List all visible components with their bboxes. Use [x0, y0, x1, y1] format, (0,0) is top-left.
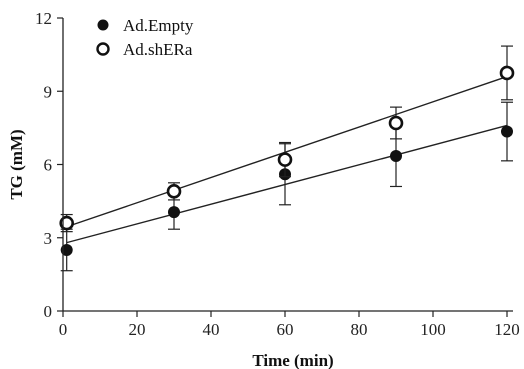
fit-line: [66, 124, 508, 244]
data-point: [277, 152, 293, 167]
x-tick-label: 20: [129, 320, 146, 339]
x-tick-label: 40: [203, 320, 220, 339]
data-point: [60, 243, 73, 256]
x-tick-label: 120: [494, 320, 520, 339]
legend: Ad.Empty Ad.shERa: [96, 16, 194, 59]
plot-area: [59, 45, 515, 272]
legend-marker: [96, 42, 110, 56]
data-point: [388, 115, 404, 131]
data-point: [499, 65, 515, 81]
y-tick-label: 0: [44, 302, 53, 321]
data-point: [390, 149, 402, 162]
legend-label: Ad.shERa: [123, 40, 193, 59]
fit-line: [66, 75, 508, 228]
y-tick-label: 9: [44, 82, 53, 101]
series-0: [60, 101, 513, 272]
legend-label: Ad.Empty: [123, 16, 194, 35]
x-tick-label: 100: [420, 320, 446, 339]
data-point: [168, 206, 180, 219]
x-tick-label: 0: [59, 320, 68, 339]
y-tick-label: 12: [35, 9, 52, 28]
x-axis-title: Time (min): [252, 351, 333, 369]
data-point: [166, 184, 182, 199]
y-tick-label: 3: [44, 229, 53, 248]
data-point: [501, 125, 513, 138]
x-tick-label: 60: [277, 320, 294, 339]
x-tick-label: 80: [351, 320, 368, 339]
legend-marker: [97, 19, 109, 31]
y-axis-title: TG (mM): [7, 129, 26, 199]
y-tick-label: 6: [44, 156, 53, 175]
data-point: [59, 215, 74, 231]
series-1: [59, 45, 515, 233]
